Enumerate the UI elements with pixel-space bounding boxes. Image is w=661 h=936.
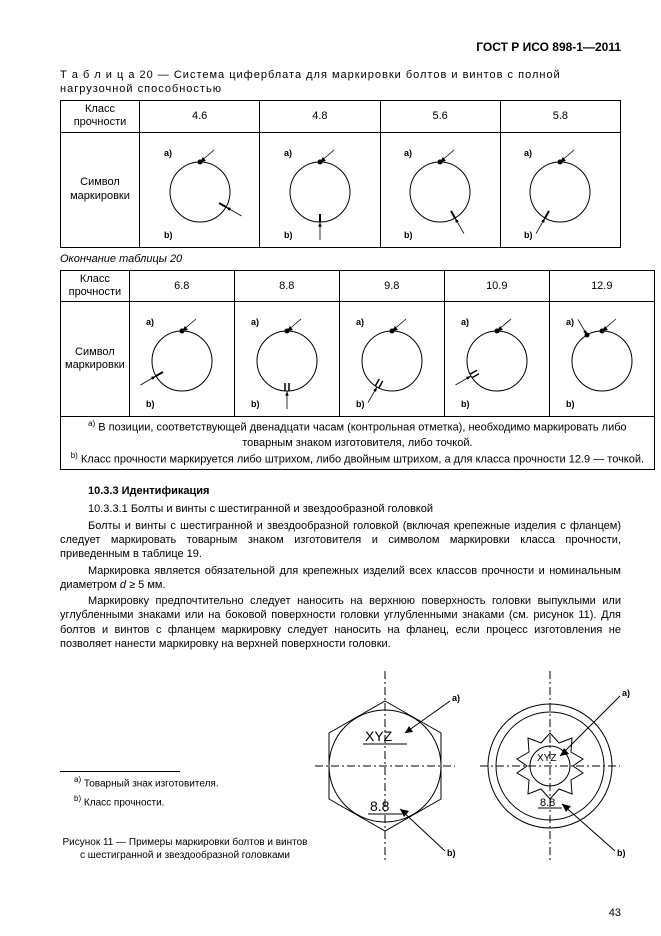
xyz-label: XYZ xyxy=(537,753,556,764)
star-head-diagram: XYZ 8.8 a) b) xyxy=(475,661,635,871)
table-row-notes: a) В позиции, соответствующей двенадцати… xyxy=(61,417,655,470)
svg-text:b): b) xyxy=(524,230,533,240)
table20-caption-prefix: Т а б л и ц а 20 xyxy=(60,69,154,81)
symbol-cell: a) b) xyxy=(500,132,620,247)
footnote-rule xyxy=(60,771,180,772)
col-header-class: Класс прочности xyxy=(61,270,130,301)
symbol-cell: a) b) xyxy=(549,302,654,417)
svg-text:b): b) xyxy=(461,399,470,409)
table20-caption: Т а б л и ц а 20 — Система циферблата дл… xyxy=(60,68,621,97)
symbol-cell: a) b) xyxy=(234,302,339,417)
svg-text:b): b) xyxy=(356,399,365,409)
svg-text:a): a) xyxy=(566,317,574,327)
col-header-symbol: Символ маркировки xyxy=(61,132,140,247)
class-label: 8.8 xyxy=(540,797,555,809)
svg-text:b): b) xyxy=(404,230,413,240)
document-code: ГОСТ Р ИСО 898-1—2011 xyxy=(60,40,621,56)
class-cell: 4.6 xyxy=(140,101,260,132)
svg-text:a): a) xyxy=(356,317,364,327)
class-cell: 8.8 xyxy=(234,270,339,301)
svg-text:b): b) xyxy=(284,230,293,240)
table20-bottom: Класс прочности 6.8 8.8 9.8 10.9 12.9 Си… xyxy=(60,270,655,470)
svg-text:b): b) xyxy=(566,399,575,409)
hex-head-diagram: XYZ 8.8 a) b) xyxy=(310,661,470,871)
symbol-cell: a) b) xyxy=(380,132,500,247)
symbol-cell: a) b) xyxy=(129,302,234,417)
lbl-b: b) xyxy=(447,848,456,858)
lbl-a: a) xyxy=(622,688,630,698)
col-header-class: Класс прочности xyxy=(61,101,140,132)
class-cell: 12.9 xyxy=(549,270,654,301)
table-row: Символ маркировки a) b) a) xyxy=(61,302,655,417)
page: ГОСТ Р ИСО 898-1—2011 Т а б л и ц а 20 —… xyxy=(0,0,661,936)
xyz-label: XYZ xyxy=(365,728,393,744)
para-body-2: Маркировка является обязательной для кре… xyxy=(60,564,621,593)
svg-text:a): a) xyxy=(146,317,154,327)
section-10-3-3-title: 10.3.3 Идентификация xyxy=(60,484,621,498)
svg-text:b): b) xyxy=(146,399,155,409)
figure-11-footnotes: a) Товарный знак изготовителя. b) Класс … xyxy=(60,771,270,809)
svg-text:a): a) xyxy=(164,148,172,158)
footnote-a: a) Товарный знак изготовителя. xyxy=(60,775,270,790)
svg-text:a): a) xyxy=(461,317,469,327)
symbol-cell: a) b) xyxy=(140,132,260,247)
svg-text:a): a) xyxy=(284,148,292,158)
table20-notes: a) В позиции, соответствующей двенадцати… xyxy=(61,417,655,470)
svg-text:b): b) xyxy=(251,399,260,409)
class-cell: 5.8 xyxy=(500,101,620,132)
class-cell: 6.8 xyxy=(129,270,234,301)
table-row: Символ маркировки a) b) a) xyxy=(61,132,621,247)
svg-text:a): a) xyxy=(524,148,532,158)
lbl-b: b) xyxy=(617,848,626,858)
col-header-symbol: Символ маркировки xyxy=(61,302,130,417)
lbl-a: a) xyxy=(452,693,460,703)
class-cell: 9.8 xyxy=(339,270,444,301)
class-label: 8.8 xyxy=(370,798,390,814)
symbol-cell: a) b) xyxy=(260,132,380,247)
svg-text:b): b) xyxy=(164,230,173,240)
table20-continuation-caption: Окончание таблицы 20 xyxy=(60,252,621,266)
class-cell: 4.8 xyxy=(260,101,380,132)
svg-text:a): a) xyxy=(404,148,412,158)
table-row: Класс прочности 4.6 4.8 5.6 5.8 xyxy=(61,101,621,132)
table-row: Класс прочности 6.8 8.8 9.8 10.9 12.9 xyxy=(61,270,655,301)
figure-11-caption: Рисунок 11 — Примеры маркировки болтов и… xyxy=(60,836,310,862)
svg-text:a): a) xyxy=(251,317,259,327)
table20-top: Класс прочности 4.6 4.8 5.6 5.8 Символ м… xyxy=(60,100,621,247)
figure-11-zone: a) Товарный знак изготовителя. b) Класс … xyxy=(60,661,621,891)
class-cell: 5.6 xyxy=(380,101,500,132)
symbol-cell: a) b) xyxy=(444,302,549,417)
note-a: a) В позиции, соответствующей двенадцати… xyxy=(65,419,650,450)
note-b: b) Класс прочности маркируется либо штри… xyxy=(65,451,650,468)
para-body-3: Маркировку предпочтительно следует нанос… xyxy=(60,594,621,651)
footnote-b: b) Класс прочности. xyxy=(60,794,270,809)
class-cell: 10.9 xyxy=(444,270,549,301)
page-number: 43 xyxy=(609,906,621,920)
para-10-3-3-1: 10.3.3.1 Болты и винты с шестигранной и … xyxy=(60,502,621,516)
para-body-1: Болты и винты с шестигранной и звездообр… xyxy=(60,519,621,562)
symbol-cell: a) b) xyxy=(339,302,444,417)
